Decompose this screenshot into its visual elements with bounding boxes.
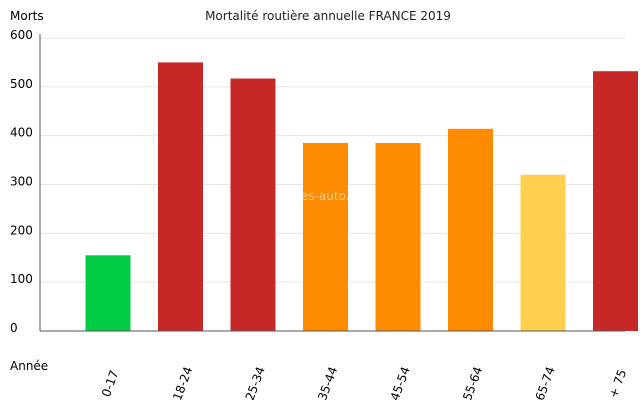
y-tick-label: 200 <box>10 223 33 237</box>
chart-title: Mortalité routière annuelle FRANCE 2019 <box>205 9 451 23</box>
x-tick-label: 65-74 <box>533 365 558 400</box>
x-tick-label: 45-54 <box>388 365 413 400</box>
x-tick-labels: 0-17 18-24 25-34 35-44 45-54 55-64 65-74 + 75 <box>99 365 629 400</box>
bar-4554 <box>375 142 421 331</box>
y-tick-label: 500 <box>10 77 33 91</box>
bars <box>85 62 638 332</box>
bar-017 <box>85 255 131 331</box>
bar-2534 <box>230 78 276 331</box>
x-tick-label: 55-64 <box>460 365 485 400</box>
y-tick-label: 400 <box>10 126 33 140</box>
bar-3544 <box>303 142 348 331</box>
x-tick-label: 18-24 <box>170 365 195 400</box>
x-tick-label: 35-44 <box>315 365 340 400</box>
y-tick-label: 0 <box>10 321 18 335</box>
x-axis-label: Année <box>10 359 48 373</box>
y-tick-label: 600 <box>10 28 33 42</box>
y-axis-label: Morts <box>10 9 44 23</box>
y-tick-labels: 0 100 200 300 400 500 600 <box>10 28 33 335</box>
bar-6574 <box>520 174 566 331</box>
y-tick-label: 300 <box>10 175 33 189</box>
x-tick-label: + 75 <box>606 368 629 400</box>
bar-75 <box>593 71 638 331</box>
x-tick-label: 25-34 <box>243 365 268 400</box>
watermark: Fiches-auto.fr <box>277 189 358 203</box>
y-tick-label: 100 <box>10 272 33 286</box>
bar-5564 <box>448 128 493 331</box>
bar-1824 <box>158 62 203 332</box>
x-tick-label: 0-17 <box>99 368 121 398</box>
